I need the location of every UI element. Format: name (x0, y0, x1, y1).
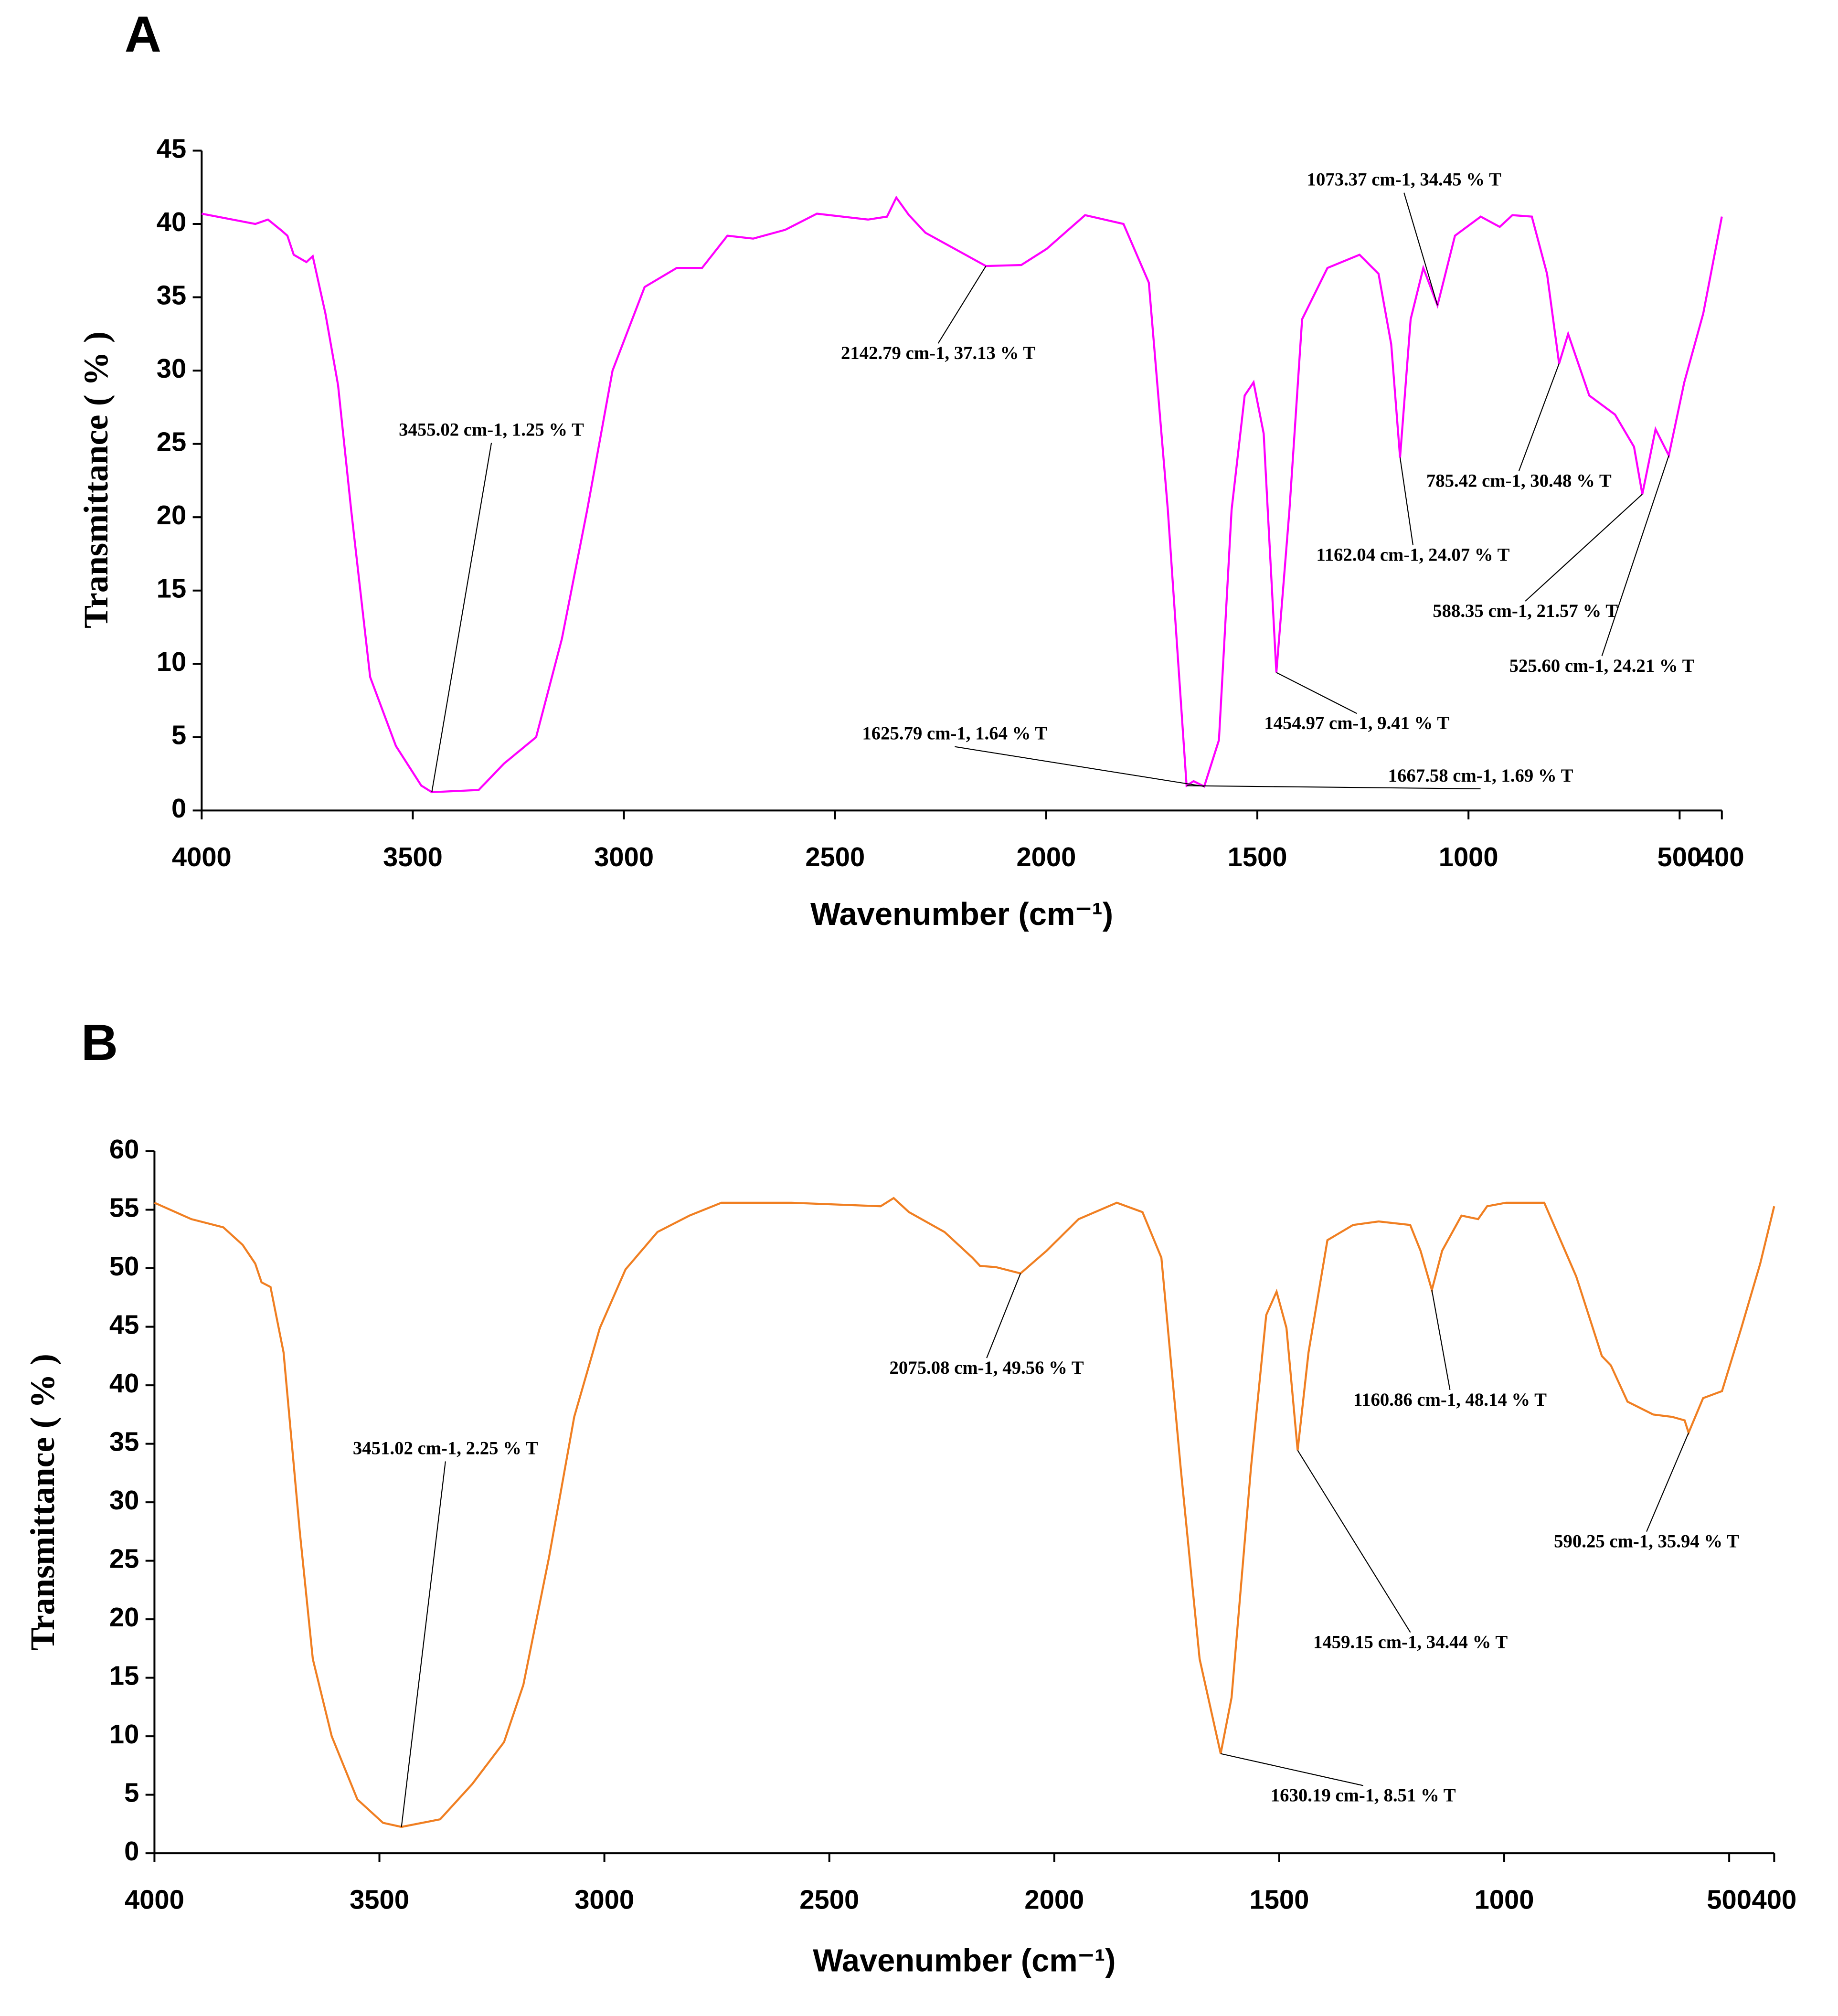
x-tick-label: 1000 (1475, 1885, 1534, 1915)
x-tick-label: 4000 (172, 842, 232, 872)
x-tick-label: 2500 (805, 842, 865, 872)
y-tick-label: 0 (171, 793, 186, 823)
annotation: 3455.02 cm-1, 1.25 % T (399, 419, 584, 440)
y-tick-label: 15 (157, 573, 186, 604)
x-tick-label: 400 (1752, 1885, 1797, 1915)
y-tick-label: 15 (109, 1660, 139, 1690)
y-tick-label: 30 (109, 1485, 139, 1515)
x-tick-label: 1500 (1250, 1885, 1309, 1915)
annotation: 590.25 cm-1, 35.94 % T (1554, 1531, 1739, 1552)
annotation-leader (1186, 785, 1481, 789)
x-tick-label: 3000 (594, 842, 654, 872)
x-tick-label: 2500 (799, 1885, 859, 1915)
annotation-leader (1518, 363, 1560, 471)
y-tick-label: 40 (157, 207, 186, 237)
annotation: 785.42 cm-1, 30.48 % T (1426, 470, 1612, 491)
annotation-leader (401, 1461, 446, 1827)
annotation: 1454.97 cm-1, 9.41 % T (1264, 713, 1449, 733)
annotation-leader (1221, 1753, 1363, 1786)
y-tick-label: 10 (157, 647, 186, 677)
y-axis-label: Transmittance ( % ) (23, 1354, 62, 1651)
x-axis-label: Wavenumber (cm⁻¹) (813, 1943, 1116, 1979)
annotation-leader (1403, 192, 1438, 306)
annotation: 1162.04 cm-1, 24.07 % T (1316, 544, 1509, 565)
x-tick-label: 2000 (1016, 842, 1076, 872)
x-tick-label: 1000 (1439, 842, 1498, 872)
x-tick-label: 500 (1657, 842, 1702, 872)
panel-label: A (125, 5, 161, 63)
y-tick-label: 25 (157, 426, 186, 456)
y-tick-label: 55 (109, 1192, 139, 1222)
annotation-leader (1646, 1432, 1689, 1532)
annotation: 1630.19 cm-1, 8.51 % T (1271, 1785, 1456, 1805)
spectrum-line (154, 1197, 1775, 1828)
y-tick-label: 0 (124, 1836, 139, 1866)
y-tick-label: 45 (109, 1309, 139, 1339)
x-tick-label: 3500 (383, 842, 443, 872)
annotation: 1667.58 cm-1, 1.69 % T (1388, 765, 1573, 786)
x-tick-label: 500 (1707, 1885, 1752, 1915)
annotation-leader (1525, 494, 1643, 602)
y-tick-label: 10 (109, 1719, 139, 1749)
x-axis-label: Wavenumber (cm⁻¹) (810, 897, 1113, 932)
annotation: 525.60 cm-1, 24.21 % T (1509, 656, 1695, 676)
x-tick-label: 4000 (125, 1885, 184, 1915)
y-tick-label: 25 (109, 1543, 139, 1573)
annotation: 1625.79 cm-1, 1.64 % T (862, 723, 1047, 744)
panel-label: B (81, 1014, 118, 1071)
annotation: 2075.08 cm-1, 49.56 % T (890, 1358, 1084, 1378)
annotation: 588.35 cm-1, 21.57 % T (1433, 601, 1618, 621)
y-tick-label: 20 (157, 500, 186, 530)
y-tick-label: 60 (109, 1134, 139, 1164)
x-tick-label: 3500 (350, 1885, 409, 1915)
annotation: 1073.37 cm-1, 34.45 % T (1307, 170, 1501, 190)
x-tick-label: 2000 (1024, 1885, 1084, 1915)
y-tick-label: 35 (157, 280, 186, 310)
annotation-leader (1601, 455, 1669, 657)
annotation-leader (937, 265, 987, 344)
y-tick-label: 45 (157, 133, 186, 163)
x-tick-label: 3000 (574, 1885, 634, 1915)
y-tick-label: 5 (124, 1777, 139, 1807)
y-tick-label: 40 (109, 1368, 139, 1398)
annotation-leader (955, 746, 1204, 787)
y-tick-label: 35 (109, 1426, 139, 1456)
annotation: 1160.86 cm-1, 48.14 % T (1353, 1390, 1547, 1410)
annotation-leader (986, 1273, 1021, 1358)
y-tick-label: 20 (109, 1602, 139, 1632)
annotation-leader (1399, 457, 1413, 545)
spectrum-line (201, 195, 1723, 794)
annotation-leader (1276, 672, 1357, 714)
x-tick-label: 1500 (1228, 842, 1287, 872)
y-tick-label: 50 (109, 1251, 139, 1281)
annotation: 1459.15 cm-1, 34.44 % T (1313, 1632, 1508, 1653)
annotation-leader (1431, 1290, 1451, 1390)
y-tick-label: 30 (157, 353, 186, 383)
y-tick-label: 5 (171, 720, 186, 750)
annotation-leader (1297, 1450, 1411, 1633)
annotation: 2142.79 cm-1, 37.13 % T (841, 343, 1035, 363)
annotation-leader (431, 443, 492, 793)
annotation: 3451.02 cm-1, 2.25 % T (353, 1438, 538, 1458)
y-axis-label: Transmittance ( % ) (77, 331, 115, 628)
x-tick-label: 400 (1700, 842, 1744, 872)
